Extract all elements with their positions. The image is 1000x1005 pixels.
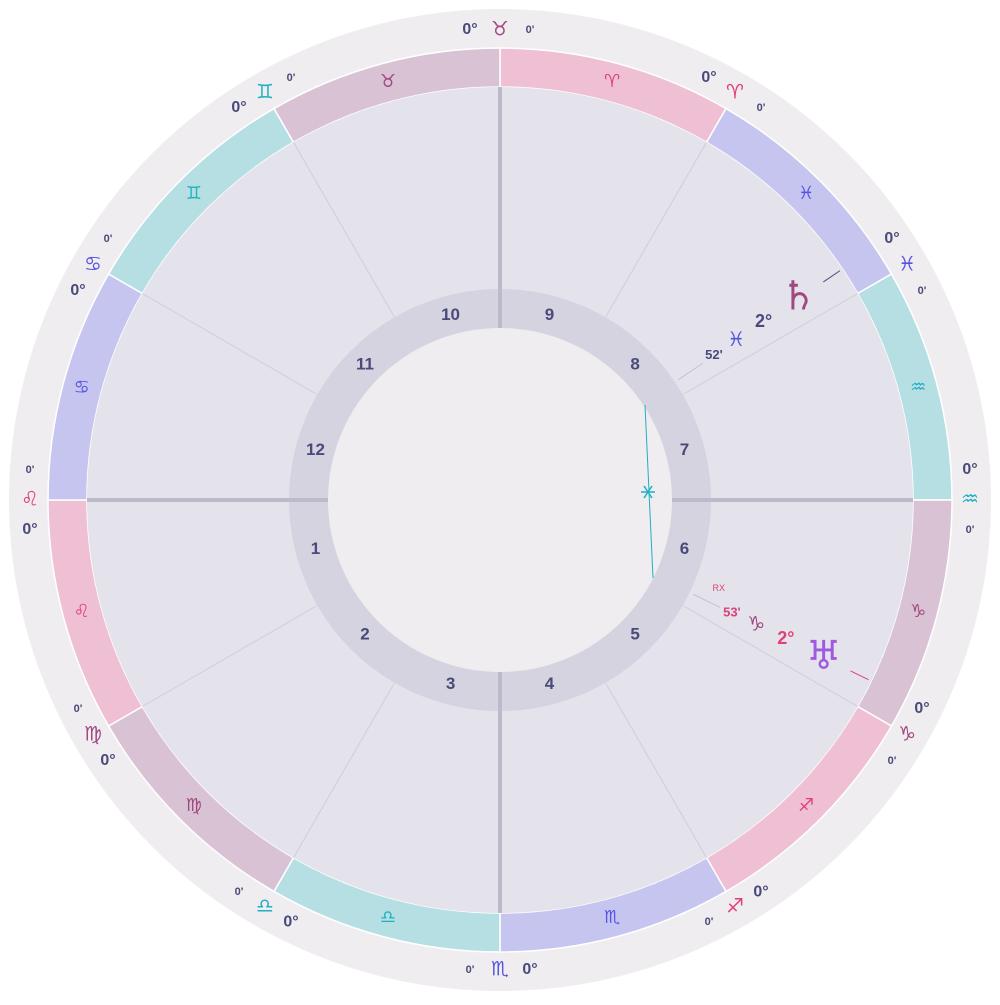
house-number: 11 <box>356 354 374 373</box>
cusp-degree: 0° <box>283 913 298 930</box>
cusp-degree: 0° <box>753 883 768 900</box>
cusp-minutes: 0' <box>888 755 897 767</box>
cusp-sign: ♌ <box>21 487 39 511</box>
cusp-sign: ♋ <box>84 252 102 276</box>
cusp-degree: 0° <box>231 99 246 116</box>
cusp-sign: ♏ <box>491 957 509 981</box>
planet-tick <box>823 270 841 283</box>
sign-glyph: ♑ <box>910 601 926 622</box>
cusp-minutes: 0' <box>966 524 975 536</box>
retrograde: RX <box>713 583 726 593</box>
cusp-minutes: 0' <box>526 24 535 36</box>
cusp-minutes: 0' <box>918 285 927 297</box>
cusp-degree: 0° <box>962 461 977 478</box>
planet-degree: 2° <box>755 311 772 331</box>
center-disc <box>328 328 672 672</box>
cusp-degree: 0° <box>70 282 85 299</box>
house-number: 2 <box>360 625 369 644</box>
sign-glyph: ♏ <box>604 907 620 928</box>
house-line <box>682 605 858 707</box>
sign-glyph: ♍ <box>186 795 202 816</box>
cusp-sign: ♓ <box>898 252 916 276</box>
zodiac-ring: ♈ ♓ ♒ ♑ ♐ ♏ ♎ ♍ ♌ ♋ ♊ ♉ <box>47 47 953 953</box>
house-line <box>605 682 707 858</box>
house-number: 6 <box>680 539 689 558</box>
sign-glyph: ♌ <box>74 601 90 622</box>
cusp-minutes: 0' <box>466 964 475 976</box>
sign-glyph: ♈ <box>604 71 620 92</box>
planet-line <box>693 593 721 608</box>
house-line <box>293 142 395 318</box>
house-number: 4 <box>545 674 555 693</box>
cusp-minutes: 0' <box>104 233 113 245</box>
house-line <box>142 605 318 707</box>
house-number: 7 <box>680 440 689 459</box>
planet-degree: 2° <box>777 628 794 648</box>
cusp-degree: 0° <box>701 69 716 86</box>
planet-sign: ♓ <box>727 327 745 351</box>
planet-glyph: ♅ <box>806 633 842 679</box>
house-line <box>605 142 707 318</box>
cusp-sign: ♑ <box>898 722 916 746</box>
cusp-sign: ♊ <box>256 79 274 103</box>
house-number: 1 <box>311 539 320 558</box>
cusp-degree: 0° <box>100 752 115 769</box>
cusp-sign: ♍ <box>84 722 102 746</box>
house-line <box>682 293 858 395</box>
sign-glyph: ♋ <box>74 377 90 398</box>
cusp-degree: 0° <box>914 700 929 717</box>
house-number: 8 <box>630 354 639 373</box>
cusp-degree: 0° <box>22 521 37 538</box>
cusp-degree: 0° <box>884 230 899 247</box>
planet-glyph: ♄ <box>781 274 817 320</box>
house-line <box>142 293 318 395</box>
planet-line <box>677 362 704 381</box>
house-line <box>293 682 395 858</box>
sign-glyph: ♓ <box>798 183 814 204</box>
house-number: 9 <box>545 305 554 324</box>
house-number: 5 <box>630 625 639 644</box>
cusp-minutes: 0' <box>74 703 83 715</box>
planet-tick <box>850 670 869 681</box>
planet-minutes: 52' <box>705 347 723 362</box>
house-lines <box>87 87 913 913</box>
sign-glyph: ♐ <box>798 795 814 816</box>
cusp-degree: 0° <box>522 961 537 978</box>
cusp-minutes: 0' <box>287 72 296 84</box>
house-number: 12 <box>306 440 325 459</box>
house-number: 10 <box>441 305 460 324</box>
cusp-sign: ♒ <box>961 487 979 511</box>
sign-glyph: ♒ <box>910 377 926 398</box>
cusp-minutes: 0' <box>235 886 244 898</box>
house-number: 3 <box>446 674 455 693</box>
cusp-minutes: 0' <box>757 102 766 114</box>
planet-minutes: 53' <box>723 605 741 620</box>
sign-glyph: ♉ <box>380 71 396 92</box>
cusp-sign: ♎ <box>256 894 274 918</box>
cusp-sign: ♐ <box>726 894 744 918</box>
cusp-sign: ♉ <box>491 17 509 41</box>
cusp-minutes: 0' <box>705 916 714 928</box>
aspect-symbol <box>641 485 655 499</box>
cusp-minutes: 0' <box>26 464 35 476</box>
cusp-sign: ♈ <box>726 79 744 103</box>
sign-glyph: ♎ <box>380 907 396 928</box>
cusp-degree: 0° <box>462 21 477 38</box>
sign-glyph: ♊ <box>186 183 202 204</box>
planet-sign: ♑ <box>747 611 765 635</box>
